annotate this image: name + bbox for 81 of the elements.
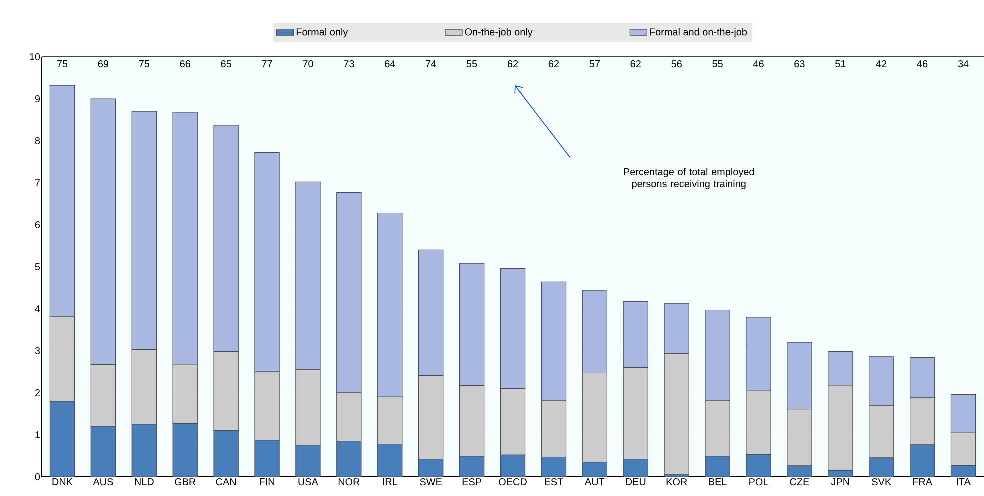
- bar: [582, 462, 608, 477]
- bar: [254, 440, 280, 477]
- annotation: 65: [221, 60, 232, 68]
- y-tick-label: 8: [35, 137, 40, 145]
- x-tick-label: EST: [545, 478, 564, 486]
- x-tick-label: FRA: [913, 478, 933, 486]
- x-tick-label: ESP: [462, 478, 482, 486]
- bar: [869, 458, 894, 477]
- x-tick-label: SVK: [872, 478, 892, 486]
- y-tick-label: 3: [35, 347, 40, 355]
- y-tick-label: 4: [35, 306, 40, 312]
- x-tick-label: FIN: [260, 478, 274, 486]
- x-tick-label: SWE: [420, 478, 442, 486]
- bar: [296, 445, 321, 477]
- x-tick-label: USA: [298, 478, 318, 486]
- legend-label: Formal and on-the-job: [650, 28, 748, 38]
- x-tick-label: OECD: [499, 478, 527, 486]
- y-tick-label: 10: [30, 53, 40, 61]
- y-tick-label: 2: [35, 390, 40, 396]
- annotation: 74: [426, 60, 436, 68]
- x-tick-label: CZE: [790, 478, 810, 486]
- annotation: 73: [344, 60, 354, 68]
- y-tick-label: 6: [35, 221, 40, 229]
- x-tick-label: NLD: [135, 478, 154, 486]
- y-tick-label: 9: [35, 95, 40, 103]
- legend-label: Formal only: [296, 28, 348, 38]
- bar: [336, 441, 362, 477]
- x-tick-label: ITA: [957, 478, 971, 486]
- x-tick-label: IRL: [383, 478, 398, 486]
- x-tick-label: AUS: [93, 478, 114, 486]
- legend-label: On-the-job only: [465, 28, 533, 38]
- x-tick-label: DNK: [52, 478, 73, 486]
- bar: [378, 444, 403, 477]
- x-tick-label: NOR: [338, 478, 360, 486]
- annotation: 70: [303, 60, 314, 68]
- x-tick-label: POL: [750, 478, 768, 486]
- annotation: 66: [180, 60, 190, 68]
- y-tick-label: 0: [35, 473, 40, 481]
- bar: [418, 459, 444, 477]
- bar: [541, 456, 567, 477]
- annotation: 77: [262, 60, 272, 68]
- annotation: 57: [590, 60, 600, 68]
- annotation: 55: [712, 60, 723, 68]
- annotation: 34: [958, 60, 969, 68]
- x-tick-label: DEU: [626, 478, 646, 486]
- annotation: 46: [917, 60, 928, 68]
- y-tick-label: 5: [35, 264, 40, 270]
- annotation: 62: [548, 60, 560, 68]
- bar: [623, 459, 648, 477]
- annotation: 62: [508, 60, 518, 68]
- x-tick-label: KOR: [666, 478, 688, 486]
- y-tick-label: 7: [35, 180, 40, 186]
- x-tick-label: CAN: [216, 478, 236, 486]
- bar: [50, 401, 76, 477]
- bar: [910, 444, 936, 477]
- x-tick-label: JPN: [831, 478, 850, 486]
- annotation: 51: [836, 60, 846, 68]
- annotation: 63: [794, 60, 805, 68]
- bar: [746, 454, 772, 477]
- x-tick-label: AUT: [584, 478, 605, 486]
- annotation: 56: [672, 60, 682, 68]
- bar: [500, 454, 526, 477]
- y-tick-label: 1: [36, 432, 40, 438]
- annotation: 75: [57, 60, 68, 68]
- annotation: 62: [630, 60, 641, 68]
- annotation: 46: [753, 60, 764, 68]
- bar: [459, 456, 485, 477]
- x-tick-label: BEL: [709, 478, 727, 486]
- x-tick-label: GBR: [175, 478, 196, 486]
- bar: [705, 456, 730, 477]
- annotation: Percentage of total employed persons receiving training: [624, 168, 754, 190]
- bar: [950, 465, 976, 477]
- annotation: 69: [98, 60, 109, 68]
- annotation: 42: [876, 60, 887, 68]
- bar: [214, 430, 239, 477]
- annotation: 55: [466, 60, 478, 68]
- bar: [90, 426, 116, 477]
- bar: [132, 424, 157, 477]
- annotation: 64: [385, 60, 396, 68]
- annotation: 75: [139, 60, 150, 68]
- bar: [172, 423, 198, 477]
